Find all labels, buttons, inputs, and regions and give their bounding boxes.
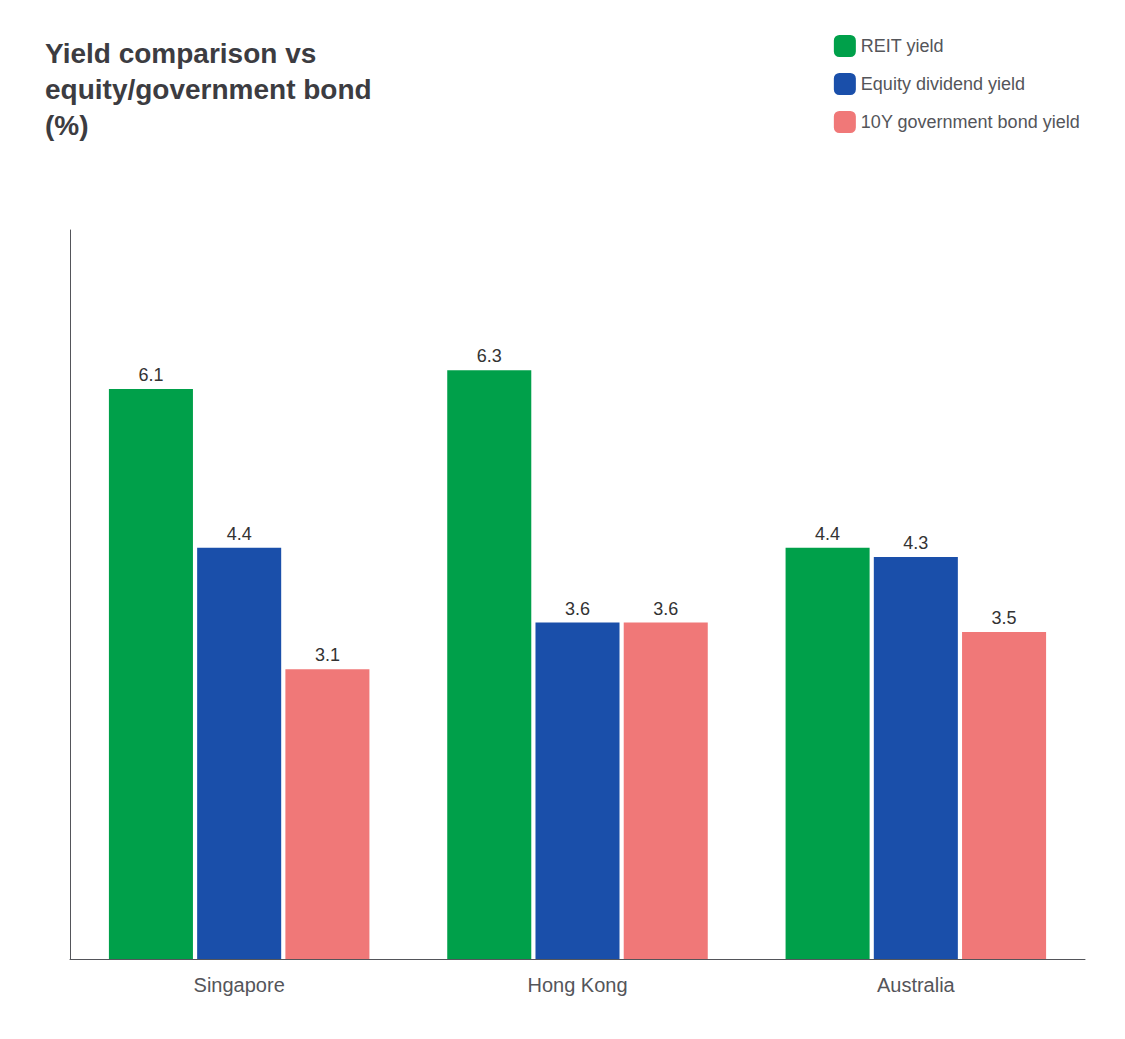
svg-text:Yield comparison vs: Yield comparison vs — [45, 38, 316, 69]
svg-text:4.3: 4.3 — [903, 533, 928, 553]
svg-text:3.5: 3.5 — [992, 608, 1017, 628]
svg-text:3.6: 3.6 — [565, 599, 590, 619]
svg-text:6.3: 6.3 — [477, 346, 502, 366]
svg-text:3.1: 3.1 — [315, 645, 340, 665]
svg-text:REIT yield: REIT yield — [861, 36, 944, 56]
svg-text:Hong Kong: Hong Kong — [527, 974, 627, 996]
svg-text:4.4: 4.4 — [227, 524, 252, 544]
svg-text:4.4: 4.4 — [815, 524, 840, 544]
svg-text:equity/government bond: equity/government bond — [45, 74, 372, 105]
svg-text:6.1: 6.1 — [138, 365, 163, 385]
svg-text:(%): (%) — [45, 110, 89, 141]
svg-text:3.6: 3.6 — [653, 599, 678, 619]
svg-text:Australia: Australia — [877, 974, 956, 996]
svg-text:Equity dividend yield: Equity dividend yield — [861, 74, 1025, 94]
svg-text:10Y government bond yield: 10Y government bond yield — [861, 112, 1080, 132]
svg-text:Singapore: Singapore — [194, 974, 285, 996]
